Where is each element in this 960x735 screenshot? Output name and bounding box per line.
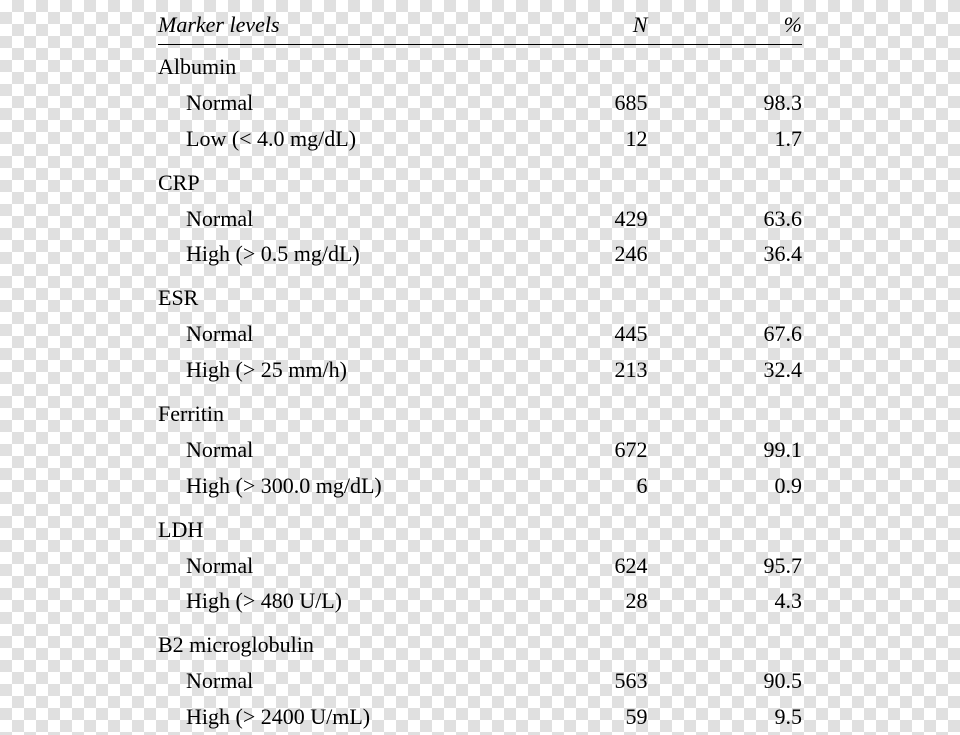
marker-sub-label: High (> 300.0 mg/dL) [158, 468, 493, 504]
marker-pct: 0.9 [647, 468, 802, 504]
marker-pct: 98.3 [647, 85, 802, 121]
marker-pct: 4.3 [647, 583, 802, 619]
table-row: Normal 429 63.6 [158, 201, 802, 237]
marker-n: 685 [493, 85, 648, 121]
header-pct: % [647, 8, 802, 45]
marker-n: 672 [493, 432, 648, 468]
marker-sub-label: Normal [158, 548, 493, 584]
header-n: N [493, 8, 648, 45]
marker-sub-label: Low (< 4.0 mg/dL) [158, 121, 493, 157]
table-row: High (> 2400 U/mL) 59 9.5 [158, 699, 802, 735]
marker-n: 563 [493, 663, 648, 699]
marker-group-name: LDH [158, 504, 802, 548]
table-row: CRP [158, 157, 802, 201]
marker-pct: 1.7 [647, 121, 802, 157]
marker-pct: 36.4 [647, 236, 802, 272]
marker-pct: 67.6 [647, 316, 802, 352]
marker-group-name: Ferritin [158, 388, 802, 432]
table-row: High (> 300.0 mg/dL) 6 0.9 [158, 468, 802, 504]
table-row: Normal 672 99.1 [158, 432, 802, 468]
table-row: Low (< 4.0 mg/dL) 12 1.7 [158, 121, 802, 157]
table-row: Normal 445 67.6 [158, 316, 802, 352]
marker-sub-label: High (> 0.5 mg/dL) [158, 236, 493, 272]
table-row: High (> 480 U/L) 28 4.3 [158, 583, 802, 619]
table-row: ESR [158, 272, 802, 316]
marker-sub-label: Normal [158, 316, 493, 352]
marker-n: 213 [493, 352, 648, 388]
marker-pct: 90.5 [647, 663, 802, 699]
marker-sub-label: Normal [158, 201, 493, 237]
table-row: Normal 685 98.3 [158, 85, 802, 121]
table-row: Albumin [158, 45, 802, 85]
table-row: High (> 0.5 mg/dL) 246 36.4 [158, 236, 802, 272]
marker-sub-label: High (> 480 U/L) [158, 583, 493, 619]
marker-n: 59 [493, 699, 648, 735]
marker-pct: 32.4 [647, 352, 802, 388]
marker-n: 246 [493, 236, 648, 272]
table-row: High (> 25 mm/h) 213 32.4 [158, 352, 802, 388]
marker-n: 445 [493, 316, 648, 352]
marker-pct: 9.5 [647, 699, 802, 735]
marker-sub-label: Normal [158, 85, 493, 121]
marker-sub-label: Normal [158, 432, 493, 468]
table-row: LDH [158, 504, 802, 548]
marker-n: 624 [493, 548, 648, 584]
marker-n: 6 [493, 468, 648, 504]
table-row: Normal 624 95.7 [158, 548, 802, 584]
marker-group-name: Albumin [158, 45, 802, 85]
marker-sub-label: Normal [158, 663, 493, 699]
marker-pct: 95.7 [647, 548, 802, 584]
marker-group-name: CRP [158, 157, 802, 201]
marker-pct: 63.6 [647, 201, 802, 237]
table-body: Albumin Normal 685 98.3 Low (< 4.0 mg/dL… [158, 45, 802, 735]
marker-n: 28 [493, 583, 648, 619]
marker-sub-label: High (> 2400 U/mL) [158, 699, 493, 735]
header-marker: Marker levels [158, 8, 493, 45]
marker-group-name: ESR [158, 272, 802, 316]
header-row: Marker levels N % [158, 8, 802, 45]
marker-n: 12 [493, 121, 648, 157]
table-row: Normal 563 90.5 [158, 663, 802, 699]
marker-pct: 99.1 [647, 432, 802, 468]
table-row: Ferritin [158, 388, 802, 432]
marker-sub-label: High (> 25 mm/h) [158, 352, 493, 388]
marker-levels-table: Marker levels N % Albumin Normal 685 98.… [158, 8, 802, 735]
data-table: Marker levels N % Albumin Normal 685 98.… [158, 8, 802, 735]
marker-n: 429 [493, 201, 648, 237]
